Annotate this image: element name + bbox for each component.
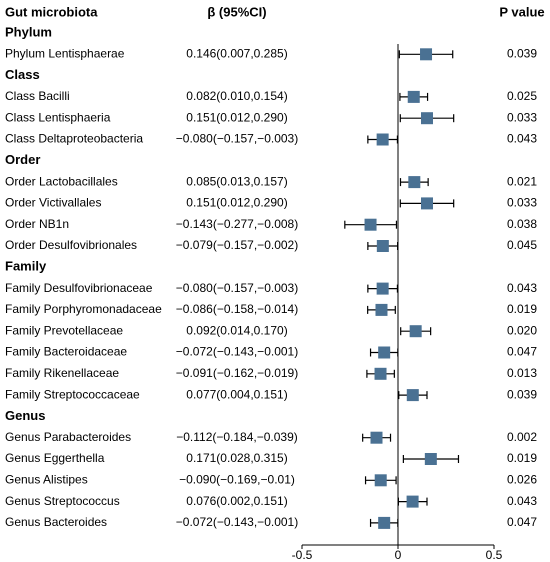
estimate-label: −0.072(−0.143,−0.001)	[176, 345, 298, 359]
row-label: Family Porphyromonadaceae	[5, 302, 162, 316]
p-value: 0.045	[507, 238, 537, 252]
row-label: Family Desulfovibrionaceae	[5, 281, 153, 295]
point-estimate	[424, 453, 437, 465]
p-value: 0.002	[507, 430, 537, 444]
p-value: 0.019	[507, 451, 537, 465]
point-estimate	[376, 240, 389, 252]
row-label: Class Lentisphaeria	[5, 110, 111, 124]
p-value: 0.033	[507, 110, 537, 124]
p-value: 0.043	[507, 281, 537, 295]
estimate-label: −0.079(−0.157,−0.002)	[176, 238, 298, 252]
group-heading: Phylum	[5, 24, 52, 39]
row-label: Family Prevotellaceae	[5, 323, 123, 337]
row-label: Genus Parabacteroides	[5, 430, 131, 444]
row-label: Order Desulfovibrionales	[5, 238, 137, 252]
estimate-label: −0.091(−0.162,−0.019)	[176, 366, 298, 380]
estimate-label: 0.151(0.012,0.290)	[186, 196, 287, 210]
point-estimate	[374, 474, 387, 487]
p-value: 0.026	[507, 472, 537, 486]
p-value: 0.013	[507, 366, 537, 380]
row-label: Class Deltaproteobacteria	[5, 132, 143, 146]
header-estimate: β (95%CI)	[207, 4, 266, 19]
p-value: 0.043	[507, 132, 537, 146]
p-value: 0.039	[507, 387, 537, 401]
header-p: P value	[499, 4, 544, 19]
header-label: Gut microbiota	[5, 4, 98, 19]
estimate-label: 0.082(0.010,0.154)	[186, 89, 287, 103]
point-estimate	[375, 303, 388, 316]
point-estimate	[406, 495, 419, 508]
row-label: Order Lactobacillales	[5, 174, 118, 188]
x-tick-label: 0.5	[486, 548, 503, 562]
point-estimate	[378, 346, 391, 359]
estimate-label: 0.151(0.012,0.290)	[186, 110, 287, 124]
p-value: 0.038	[507, 217, 537, 231]
group-heading: Order	[5, 152, 40, 167]
point-estimate	[420, 197, 433, 210]
point-estimate	[407, 90, 420, 103]
estimate-label: 0.092(0.014,0.170)	[186, 323, 287, 337]
point-estimate	[370, 431, 383, 444]
p-value: 0.047	[507, 345, 537, 359]
row-label: Family Bacteroidaceae	[5, 345, 127, 359]
row-label: Order Victivallales	[5, 196, 101, 210]
point-estimate	[364, 218, 377, 231]
p-value: 0.039	[507, 46, 537, 60]
x-tick-label: 0	[395, 548, 402, 562]
point-estimate	[409, 325, 422, 338]
row-label: Genus Streptococcus	[5, 494, 120, 508]
p-value: 0.020	[507, 323, 537, 337]
p-value: 0.047	[507, 515, 537, 529]
x-tick-label: -0.5	[292, 548, 313, 562]
estimate-label: −0.080(−0.157,−0.003)	[176, 281, 298, 295]
p-value: 0.021	[507, 174, 537, 188]
group-heading: Family	[5, 259, 47, 274]
estimate-label: −0.072(−0.143,−0.001)	[176, 515, 298, 529]
estimate-label: −0.143(−0.277,−0.008)	[176, 217, 298, 231]
point-estimate	[420, 112, 433, 125]
point-estimate	[420, 48, 433, 61]
p-value: 0.025	[507, 89, 537, 103]
estimate-label: 0.085(0.013,0.157)	[186, 174, 287, 188]
point-estimate	[376, 133, 389, 146]
point-estimate	[376, 282, 389, 295]
p-value: 0.043	[507, 494, 537, 508]
row-label: Family Rikenellaceae	[5, 366, 119, 380]
estimate-label: −0.086(−0.158,−0.014)	[176, 302, 298, 316]
estimate-label: 0.077(0.004,0.151)	[186, 387, 287, 401]
row-label: Genus Eggerthella	[5, 451, 105, 465]
point-estimate	[406, 389, 419, 402]
estimate-label: 0.076(0.002,0.151)	[186, 494, 287, 508]
row-label: Order NB1n	[5, 217, 69, 231]
estimate-label: −0.090(−0.169,−0.01)	[179, 472, 295, 486]
estimate-label: −0.080(−0.157,−0.003)	[176, 132, 298, 146]
p-value: 0.033	[507, 196, 537, 210]
estimate-label: 0.146(0.007,0.285)	[186, 46, 287, 60]
row-label: Phylum Lentisphaerae	[5, 46, 125, 60]
estimate-label: 0.171(0.028,0.315)	[186, 451, 287, 465]
row-label: Genus Bacteroides	[5, 515, 107, 529]
row-label: Class Bacilli	[5, 89, 70, 103]
row-label: Family Streptococcaceae	[5, 387, 140, 401]
point-estimate	[408, 176, 421, 189]
point-estimate	[378, 516, 391, 529]
estimate-label: −0.112(−0.184,−0.039)	[176, 430, 298, 444]
point-estimate	[374, 367, 387, 380]
group-heading: Class	[5, 67, 40, 82]
p-value: 0.019	[507, 302, 537, 316]
group-heading: Genus	[5, 408, 45, 423]
row-label: Genus Alistipes	[5, 472, 88, 486]
